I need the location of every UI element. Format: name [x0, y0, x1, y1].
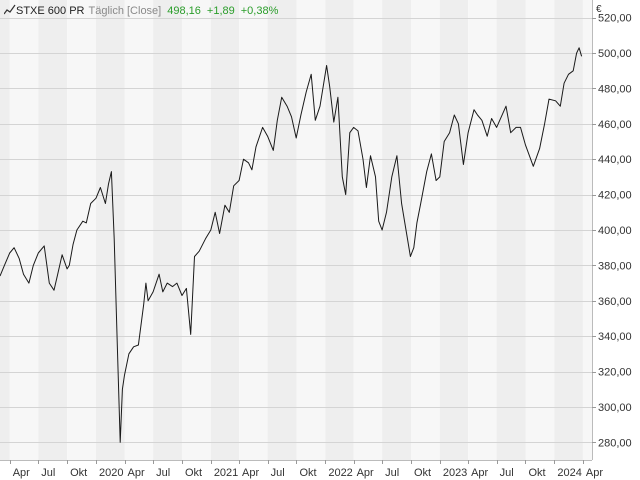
- price-line: [0, 47, 583, 443]
- period-label: Täglich [Close]: [88, 5, 162, 17]
- price-change-percent: +0,38%: [240, 5, 279, 17]
- x-tick-label: Jul: [156, 467, 170, 479]
- x-tick-label: Okt: [299, 467, 316, 479]
- x-tick-label: 2021: [214, 467, 238, 479]
- line-chart-icon: [4, 4, 16, 15]
- x-tick-label: Okt: [414, 467, 431, 479]
- x-tick-label: Apr: [242, 467, 259, 479]
- x-tick-label: Jul: [500, 467, 514, 479]
- y-tick-label: 340,00: [598, 331, 632, 343]
- y-tick-label: 480,00: [598, 83, 632, 95]
- y-tick-label: 280,00: [598, 437, 632, 449]
- x-tick-label: Okt: [185, 467, 202, 479]
- x-tick-label: Jul: [385, 467, 399, 479]
- currency-label: €: [596, 4, 602, 15]
- y-tick-label: 420,00: [598, 190, 632, 202]
- y-tick-label: 360,00: [598, 296, 632, 308]
- chart-header: STXE 600 PR Täglich [Close] 498,16 +1,89 +0,…: [4, 4, 278, 17]
- x-tick-label: Apr: [128, 467, 145, 479]
- y-tick-label: 320,00: [598, 367, 632, 379]
- x-tick-label: Apr: [586, 467, 603, 479]
- y-tick-label: 440,00: [598, 154, 632, 166]
- x-tick-label: 2024: [557, 467, 581, 479]
- x-tick-label: Apr: [471, 467, 488, 479]
- y-tick-label: 400,00: [598, 225, 632, 237]
- x-tick-label: Jul: [271, 467, 285, 479]
- y-tick-label: 380,00: [598, 260, 632, 272]
- x-tick-label: 2022: [328, 467, 352, 479]
- x-tick-label: Apr: [13, 467, 30, 479]
- y-tick-label: 300,00: [598, 402, 632, 414]
- x-tick-label: 2023: [443, 467, 467, 479]
- last-price: 498,16: [167, 5, 201, 17]
- y-tick-label: 460,00: [598, 119, 632, 131]
- y-tick-label: 520,00: [598, 13, 632, 25]
- x-tick-label: Apr: [357, 467, 374, 479]
- price-change: +1,89: [206, 5, 235, 17]
- y-tick-label: 500,00: [598, 48, 632, 60]
- symbol-label: STXE 600 PR: [16, 5, 85, 17]
- x-tick-label: 2020: [99, 467, 123, 479]
- x-tick-label: Okt: [528, 467, 545, 479]
- x-tick-label: Okt: [70, 467, 87, 479]
- x-tick-label: Jul: [41, 467, 55, 479]
